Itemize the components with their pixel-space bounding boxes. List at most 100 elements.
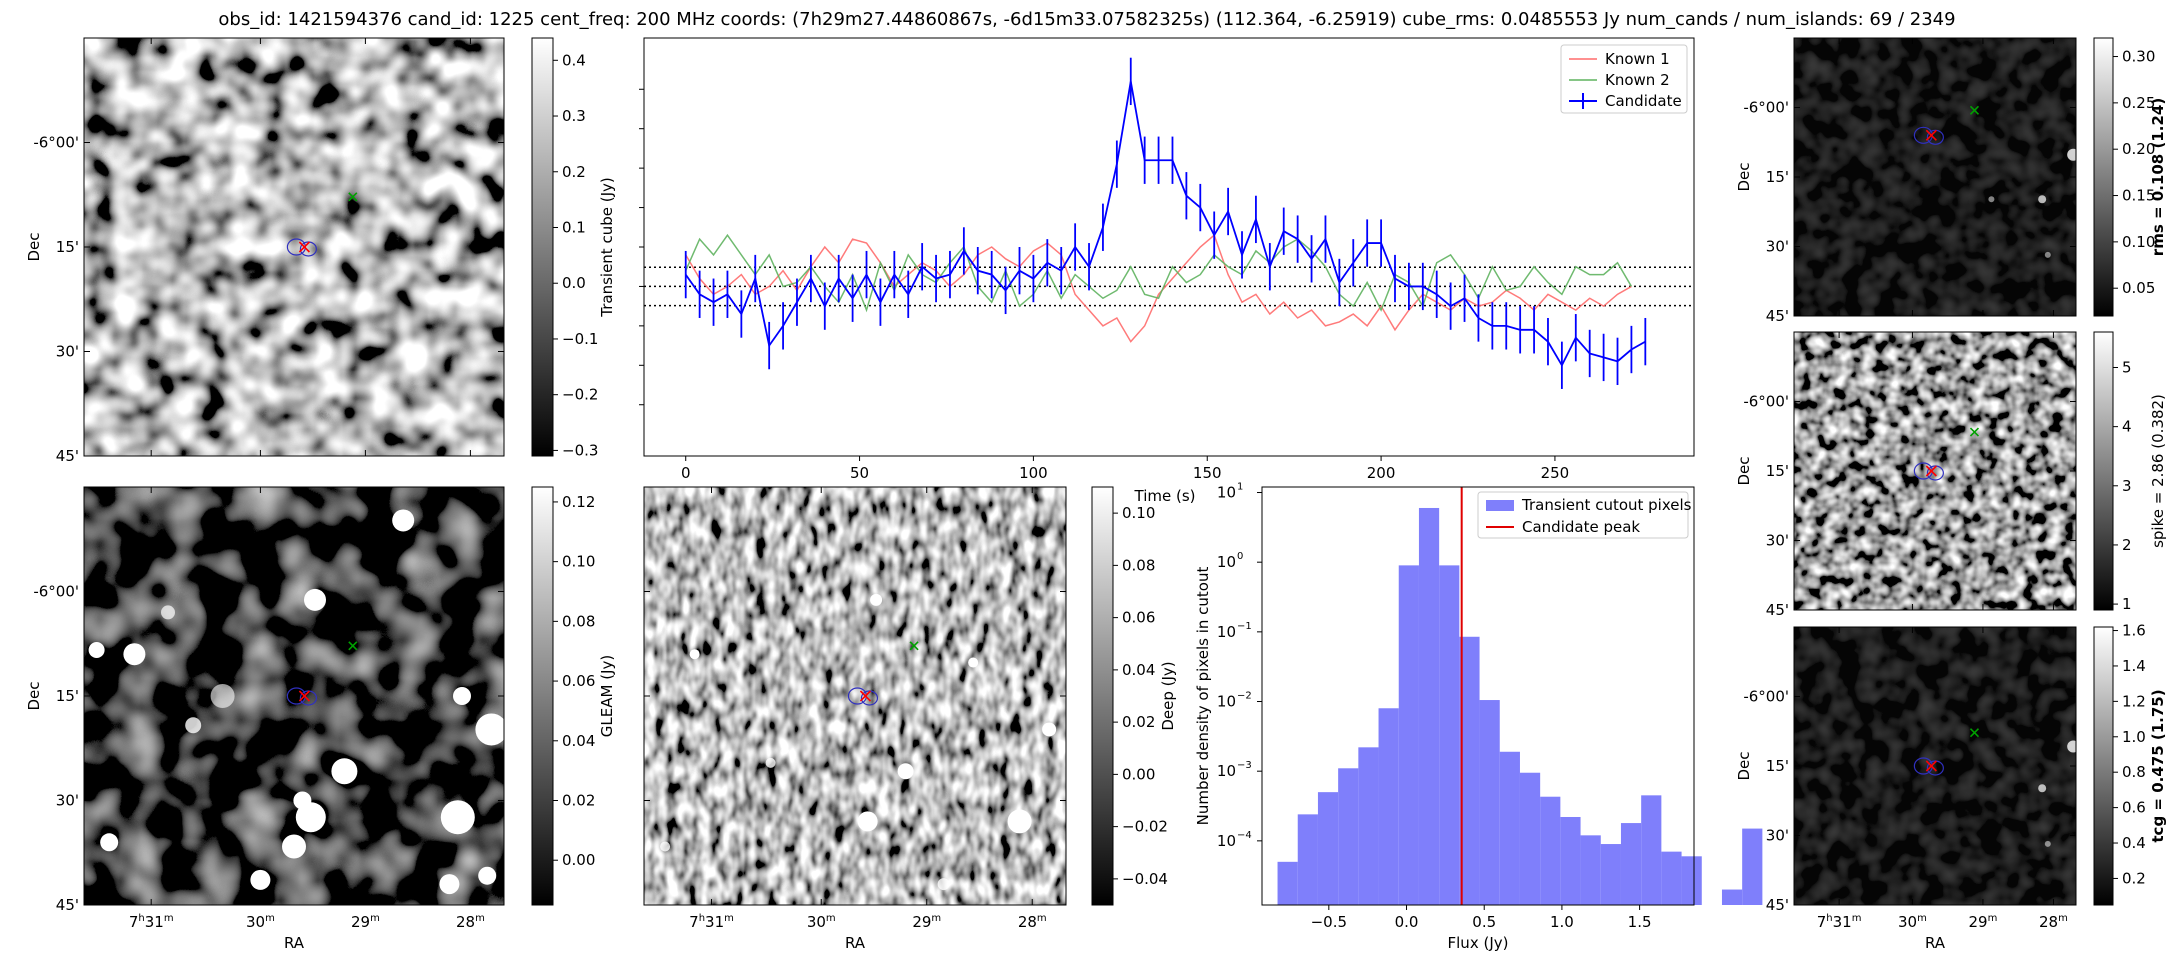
tcg-cbar-tick-label: 0.6: [2122, 799, 2146, 817]
transient-candidate-marker-b: [298, 241, 310, 253]
rms-cbar-tick-label: 0.30: [2122, 48, 2155, 66]
spike-cbar-tick-label: 4: [2122, 418, 2132, 436]
tcg-dec-tick-label: 30': [1766, 827, 1789, 845]
tcg-ra-tick-label: 7h31m: [1817, 913, 1862, 931]
hist-bar: [1439, 565, 1460, 905]
gleam-source-2: [123, 643, 146, 666]
deep-source-8: [660, 841, 671, 852]
transient-known-marker-b: [348, 192, 358, 202]
hist-x-tick-label: 1.5: [1628, 913, 1652, 931]
figure-title: obs_id: 1421594376 cand_id: 1225 cent_fr…: [218, 9, 1955, 30]
lightcurve-background: [644, 38, 1694, 456]
transient-dec-tick-label: 30': [56, 343, 79, 361]
hist-legend-label: Transient cutout pixels: [1521, 496, 1692, 514]
hist-y-tick-base: 10: [1217, 484, 1236, 502]
tcg-ra-tick-part: 7: [1817, 913, 1827, 931]
hist-y-tick-base: 10: [1217, 623, 1236, 641]
tcg-ra-tick-label: 29m: [1969, 913, 1998, 931]
deep-source-9: [937, 878, 950, 891]
gleam-source-9: [282, 834, 306, 859]
transient-dec-tick-label: 45': [56, 447, 79, 465]
hist-x-tick-label: 0.0: [1395, 913, 1419, 931]
gleam-colorbar: [531, 486, 554, 906]
gleam-cbar-tick-label: 0.02: [562, 792, 595, 810]
tcg-dec-tick-label: 45': [1766, 896, 1789, 914]
hist-bar: [1418, 507, 1440, 905]
hist-bar: [1479, 700, 1500, 905]
tcg-cbar-tick-label: 1.2: [2122, 692, 2146, 710]
tcg-cbar-tick-label: 1.0: [2122, 728, 2146, 746]
hist-y-tick-label: 10: [1217, 832, 1236, 850]
rms-cbar-tick-label: 0.25: [2122, 94, 2155, 112]
gleam-source-13: [439, 874, 460, 895]
rms-cbar-tick-label: 0.15: [2122, 187, 2155, 205]
gleam-ra-tick-part: m: [475, 913, 485, 924]
panel-transient: -6°00' 15' 30' 45' Dec 0.4 0.3 0.2 0.1 0.0 −0.1 −0.…: [25, 37, 616, 465]
tcg-colorbar: [2093, 626, 2114, 906]
hist-bar: [1742, 828, 1763, 905]
gleam-source-12: [250, 869, 271, 890]
lc-legend-label: Known 2: [1605, 71, 1670, 89]
tcg-ra-tick-part: h: [1826, 913, 1832, 924]
lc-legend: [1560, 44, 1688, 114]
hist-bar: [1661, 851, 1682, 905]
deep-ra-tick-part: 30: [807, 913, 826, 931]
rms-colorbar: [2093, 37, 2114, 317]
hist-bar: [1620, 823, 1642, 905]
hist-y-tick-base: 10: [1217, 832, 1236, 850]
transient-cbar-tick-label: −0.3: [562, 441, 598, 459]
rms-dec-tick-label: 45': [1766, 307, 1789, 325]
tcg-ra-tick-label: 30m: [1898, 913, 1927, 931]
gleam-ra-label: RA: [284, 934, 305, 952]
deep-ra-tick-part: 7: [689, 913, 699, 931]
rms-dec-tick-label: 15': [1766, 168, 1789, 186]
spike-dec-tick-label: 30': [1766, 532, 1789, 550]
rms-image: [1794, 38, 2076, 316]
hist-x-tick-label: 0.5: [1472, 913, 1496, 931]
transient-cbar-tick-label: 0.1: [562, 218, 586, 236]
spike-candidate-marker-b: [1925, 465, 1937, 477]
gleam-dec-tick-label: -6°00': [33, 583, 79, 601]
gleam-source-10: [440, 800, 475, 835]
transient-dec-tick-label: 15': [56, 238, 79, 256]
lc-x-tick-label: 150: [1193, 464, 1222, 482]
rms-cbar-tick-label: 0.20: [2122, 140, 2155, 158]
tcg-dec-tick-label: -6°00': [1743, 688, 1789, 706]
transient-colorbar: [531, 37, 554, 457]
lc-x-tick-label: 100: [1019, 464, 1048, 482]
tcg-cbar-label: tcg = 0.475 (1.75): [2149, 689, 2167, 842]
deep-cbar-label: Deep (Jy): [1159, 661, 1177, 730]
deep-cbar-tick-label: 0.04: [1122, 661, 1155, 679]
gleam-cbar-tick-label: 0.08: [562, 612, 595, 630]
tcg-ra-tick-part: 30: [1898, 913, 1917, 931]
tcg-known-marker-b: [1969, 728, 1980, 738]
deep-cbar-tick-label: −0.04: [1122, 870, 1168, 888]
hist-bar: [1277, 861, 1298, 905]
deep-candidate-marker-b: [859, 690, 872, 702]
gleam-source-4: [475, 713, 504, 746]
deep-ra-tick-part: m: [1037, 913, 1047, 924]
gleam-source-15: [185, 717, 202, 734]
gleam-ra-tick-label: 29m: [351, 913, 380, 931]
deep-image: [644, 487, 1066, 905]
hist-bar: [1560, 816, 1581, 905]
tcg-ra-tick-label: 28m: [2039, 913, 2068, 931]
gleam-ra-tick-part: m: [265, 913, 275, 924]
series-line-known-1: [685, 233, 1632, 343]
rms-source-3: [2044, 251, 2051, 258]
deep-ra-label: RA: [845, 934, 866, 952]
spike-cbar-tick-label: 5: [2122, 358, 2132, 376]
hist-x-tick-label: 1.0: [1550, 913, 1574, 931]
transient-cbar-tick-label: −0.2: [562, 386, 598, 404]
gleam-known-marker-b: [348, 641, 358, 651]
tcg-image: [1794, 627, 2076, 905]
deep-source-2: [897, 763, 914, 780]
transient-noise: [84, 38, 504, 456]
gleam-source-5: [453, 687, 471, 705]
deep-cbar-tick-label: 0.02: [1122, 713, 1155, 731]
deep-source-4: [1007, 809, 1032, 834]
tcg-ra-tick-part: m: [1852, 913, 1862, 924]
transient-cbar-tick-label: −0.1: [562, 330, 598, 348]
